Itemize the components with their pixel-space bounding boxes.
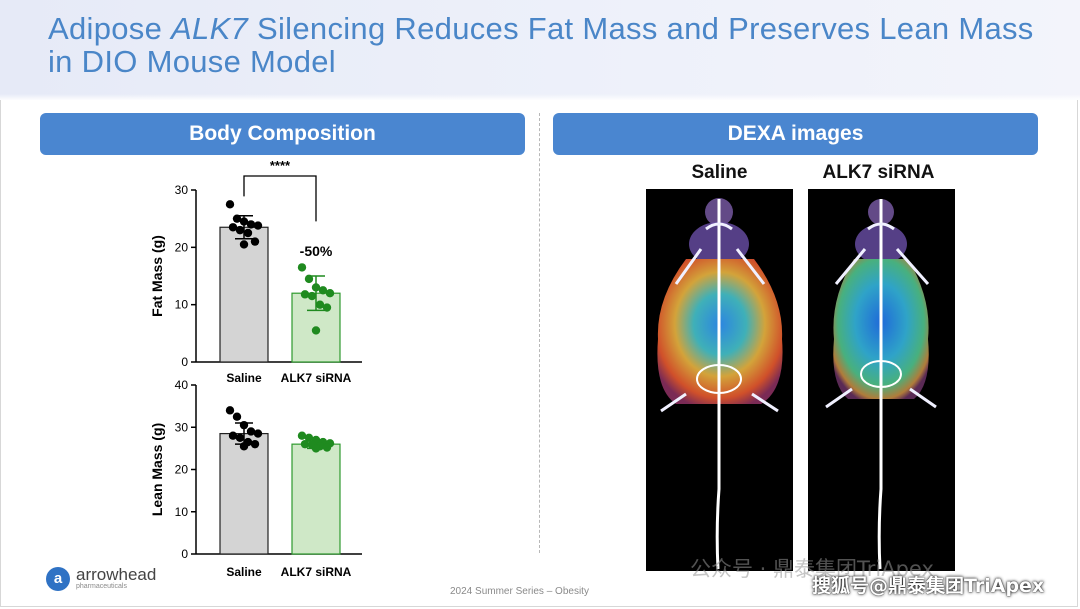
x-tick-label: ALK7 siRNA — [281, 371, 352, 385]
significance-bracket — [243, 175, 317, 222]
data-point — [243, 228, 253, 238]
fat-mass-chart: 0 10 20 30 Fat Mass (g) Saline ALK7 siRNA **** -… — [149, 158, 362, 385]
dexa-image-sirna — [808, 189, 955, 571]
section-divider — [539, 113, 540, 553]
data-point — [322, 443, 332, 452]
bar-0 — [219, 432, 269, 555]
data-point — [239, 240, 249, 249]
data-point — [228, 223, 238, 232]
y-tick-label: 20 — [175, 463, 189, 477]
y-axis-label: Lean Mass (g) — [149, 423, 165, 516]
data-point — [239, 420, 249, 430]
x-tick-label: ALK7 siRNA — [281, 565, 352, 579]
data-point — [307, 291, 317, 301]
data-point — [297, 431, 307, 440]
data-point — [246, 427, 256, 436]
logo-subtitle: pharmaceuticals — [76, 583, 127, 590]
arrowhead-logo: a arrowhead pharmaceuticals — [46, 566, 156, 591]
data-point — [228, 431, 238, 440]
y-tick-label: 30 — [175, 183, 189, 197]
y-tick-label: 40 — [175, 378, 189, 392]
data-point — [300, 290, 310, 299]
data-point — [297, 263, 307, 272]
data-point — [250, 439, 260, 449]
title-banner — [0, 0, 1080, 100]
data-point — [232, 214, 242, 223]
x-tick-label: Saline — [226, 371, 262, 385]
bar-0 — [219, 226, 269, 363]
body-composition-header: Body Composition — [40, 113, 525, 155]
y-tick-label: 20 — [175, 240, 189, 254]
data-point — [322, 303, 332, 312]
y-tick-label: 0 — [181, 547, 188, 561]
data-point — [250, 237, 260, 246]
logo-name: arrowhead — [76, 565, 157, 584]
y-tick-label: 10 — [175, 298, 189, 312]
data-point — [315, 300, 325, 309]
data-point — [300, 439, 310, 449]
data-point — [235, 433, 245, 443]
y-tick-label: 30 — [175, 420, 189, 434]
lean-mass-chart: 0 10 20 30 40 Lean Mass (g) Saline ALK7 siRNA — [149, 378, 362, 579]
x-tick-label: Saline — [226, 565, 262, 579]
data-point — [253, 429, 263, 438]
significance-stars: **** — [270, 158, 291, 173]
dexa-label-saline: Saline — [691, 162, 748, 183]
bar-1 — [291, 443, 341, 555]
data-point — [225, 406, 235, 415]
data-point — [239, 217, 249, 226]
dexa-label-sirna: ALK7 siRNA — [822, 162, 935, 183]
arrowhead-logo-icon: a — [46, 566, 70, 591]
y-axis-label: Fat Mass (g) — [149, 235, 165, 317]
y-tick-label: 10 — [175, 505, 189, 519]
data-point — [239, 442, 249, 451]
watermark-sohu: 搜狐号@鼎泰集团TriApex — [812, 575, 1045, 597]
data-point — [253, 221, 263, 230]
data-point — [311, 283, 321, 292]
dexa-image-saline — [646, 189, 793, 571]
slide-title: Adipose ALK7 Silencing Reduces Fat Mass … — [48, 11, 1034, 79]
data-point — [325, 289, 335, 298]
watermark-wechat: 公众号 · 鼎泰集团TriApex — [690, 557, 934, 581]
dexa-images-header: DEXA images — [553, 113, 1038, 155]
data-point — [318, 286, 328, 295]
y-tick-label: 0 — [181, 355, 188, 369]
percent-change-annotation: -50% — [300, 243, 333, 259]
data-point — [225, 200, 235, 209]
data-point — [232, 412, 242, 421]
gene-name: ALK7 — [171, 11, 249, 46]
footer-text: 2024 Summer Series – Obesity — [450, 586, 589, 597]
data-point — [311, 444, 321, 453]
data-point — [235, 225, 245, 235]
data-point — [304, 433, 314, 443]
data-point — [246, 220, 256, 229]
data-point — [304, 274, 314, 284]
data-point — [311, 326, 321, 335]
